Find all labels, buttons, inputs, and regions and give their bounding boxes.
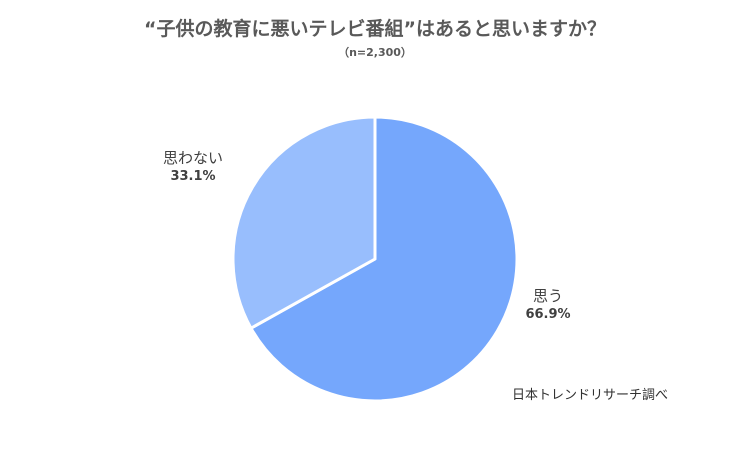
pie-slice-yes	[249, 115, 519, 403]
chart-title: “子供の教育に悪いテレビ番組”はあると思いますか？	[144, 18, 606, 40]
chart-subtitle: （n=2,300）	[338, 46, 412, 59]
slice-value-no: 33.1%	[170, 169, 216, 185]
slice-label-no: 思わない 33.1%	[148, 148, 238, 186]
slice-name-yes: 思う	[532, 287, 563, 305]
slice-name-no: 思わない	[162, 149, 223, 167]
slice-value-yes: 66.9%	[525, 307, 571, 323]
source-note: 日本トレンドリサーチ調べ	[512, 388, 669, 403]
pie-slice-no	[231, 115, 377, 330]
pie-slices	[231, 115, 519, 403]
slice-label-yes: 思う 66.9%	[508, 286, 588, 324]
